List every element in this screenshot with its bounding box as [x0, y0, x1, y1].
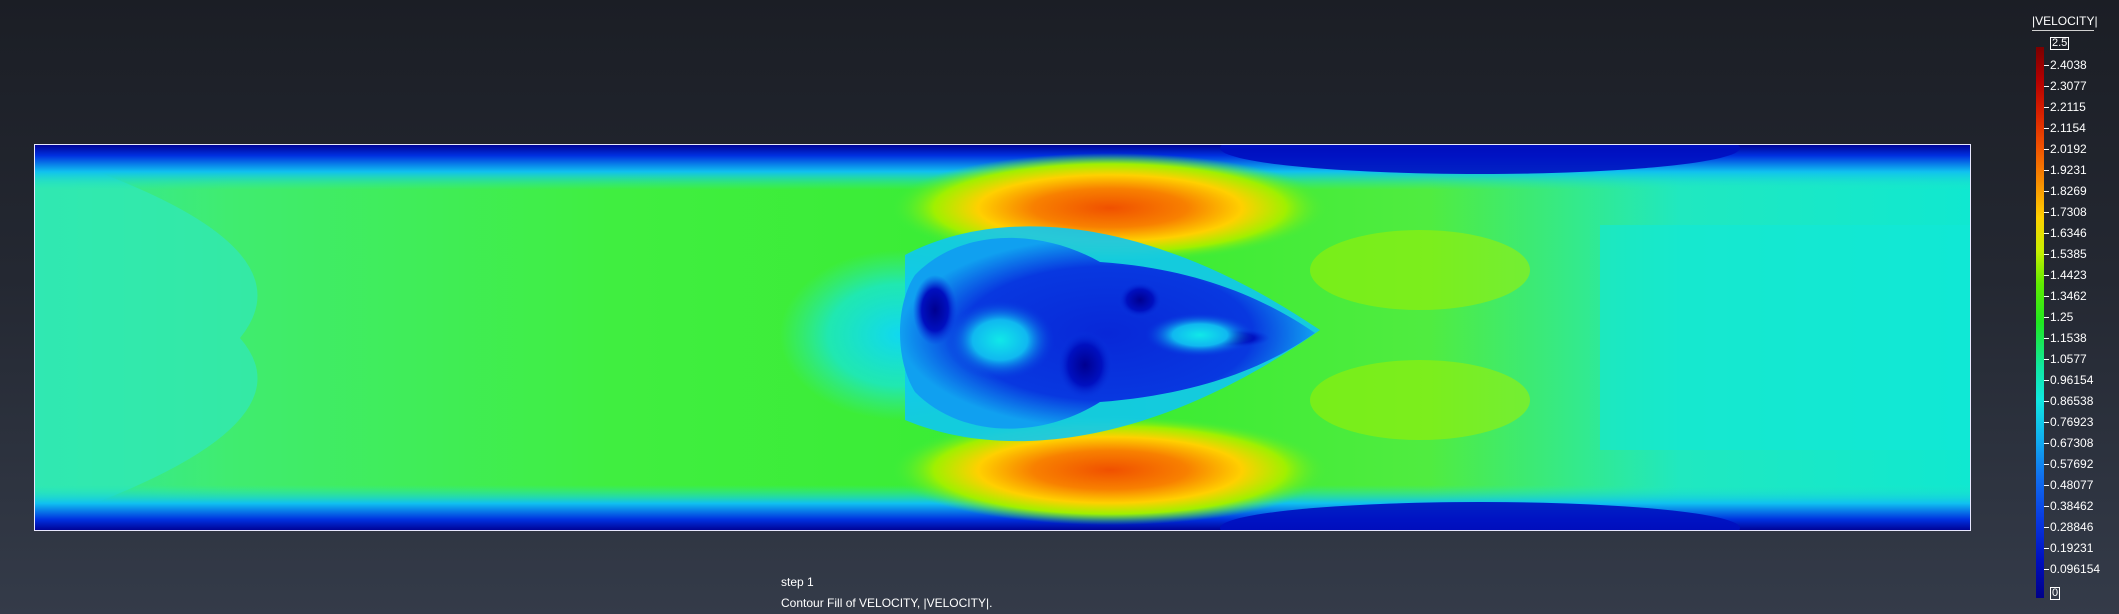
wake-region	[900, 237, 1315, 429]
legend-tick	[2044, 149, 2049, 150]
legend-tick-label: 1.5385	[2050, 247, 2087, 261]
legend-tick	[2044, 107, 2049, 108]
legend-tick-label: 0.38462	[2050, 499, 2094, 513]
legend-tick	[2044, 569, 2049, 570]
upper-shoulder	[1310, 230, 1530, 310]
legend-tick-label: 1.1538	[2050, 331, 2087, 345]
legend-tick	[2044, 170, 2049, 171]
legend-tick	[2044, 338, 2049, 339]
wake-dark-patch-3	[1118, 282, 1162, 318]
bottom-wall-dark	[1220, 502, 1740, 531]
wake-inner-2	[1145, 313, 1255, 357]
legend-title: |VELOCITY|	[2032, 14, 2098, 28]
legend-tick-label: 0.86538	[2050, 394, 2094, 408]
wake-dark-patch-2	[1057, 331, 1113, 399]
legend-tick-label: 0.57692	[2050, 457, 2094, 471]
velocity-colorbar-legend: |VELOCITY| 2.5 2.4038 2.3077 2.2115 2.11…	[2020, 8, 2119, 608]
legend-tick	[2044, 506, 2049, 507]
legend-tick-label: 1.8269	[2050, 184, 2087, 198]
legend-tick	[2044, 317, 2049, 318]
legend-tick	[2044, 443, 2049, 444]
legend-tick-label: 2.1154	[2050, 121, 2086, 135]
legend-tick-label: 1.6346	[2050, 226, 2087, 240]
legend-title-underline	[2032, 30, 2094, 31]
legend-tick	[2044, 275, 2049, 276]
legend-max-label: 2.5	[2050, 37, 2070, 50]
legend-tick-label: 0.28846	[2050, 520, 2094, 534]
lower-jet	[890, 415, 1330, 525]
legend-tick-label: 2.4038	[2050, 58, 2087, 72]
legend-tick-label: 2.3077	[2050, 79, 2087, 93]
legend-tick-label: 0.096154	[2050, 562, 2101, 576]
inlet-region	[34, 150, 258, 525]
legend-tick-label: 1.7308	[2050, 205, 2087, 219]
step-caption: step 1	[781, 575, 814, 589]
legend-min-label: 0	[2050, 587, 2061, 600]
legend-tick-label: 0.76923	[2050, 415, 2094, 429]
legend-tick	[2044, 401, 2049, 402]
top-wall-dark	[1220, 144, 1740, 174]
wake-inner-1	[945, 300, 1055, 380]
legend-tick-label: 1.25	[2050, 310, 2074, 324]
legend-tick	[2044, 548, 2049, 549]
legend-tick	[2044, 212, 2049, 213]
legend-tick	[2044, 296, 2049, 297]
legend-tick	[2044, 527, 2049, 528]
result-description-caption: Contour Fill of VELOCITY, |VELOCITY|.	[781, 596, 993, 610]
legend-tick-label: 0.48077	[2050, 478, 2094, 492]
legend-tick	[2044, 191, 2049, 192]
legend-tick	[2044, 233, 2049, 234]
legend-tick-label: 1.4423	[2050, 268, 2087, 282]
legend-tick	[2044, 464, 2049, 465]
legend-tick-label: 1.9231	[2050, 163, 2087, 177]
legend-tick-label: 0.67308	[2050, 436, 2094, 450]
legend-tick	[2044, 380, 2049, 381]
legend-tick-label: 1.3462	[2050, 289, 2087, 303]
legend-tick-label: 2.2115	[2050, 100, 2086, 114]
legend-tick	[2044, 422, 2049, 423]
outlet-core	[1600, 225, 1971, 450]
legend-tick	[2044, 485, 2049, 486]
legend-tick	[2044, 359, 2049, 360]
legend-tick	[2044, 254, 2049, 255]
legend-tick-label: 0.96154	[2050, 373, 2094, 387]
legend-tick-label: 0.19231	[2050, 541, 2094, 555]
domain-frame	[34, 144, 1971, 531]
legend-tick-label: 1.0577	[2050, 352, 2087, 366]
legend-tick-label: 2.0192	[2050, 142, 2087, 156]
legend-tick	[2044, 65, 2049, 66]
wake-dark-patch-1	[913, 275, 957, 345]
legend-color-bar	[2036, 47, 2044, 598]
legend-tick	[2044, 86, 2049, 87]
legend-tick	[2044, 128, 2049, 129]
lower-shoulder	[1310, 360, 1530, 440]
